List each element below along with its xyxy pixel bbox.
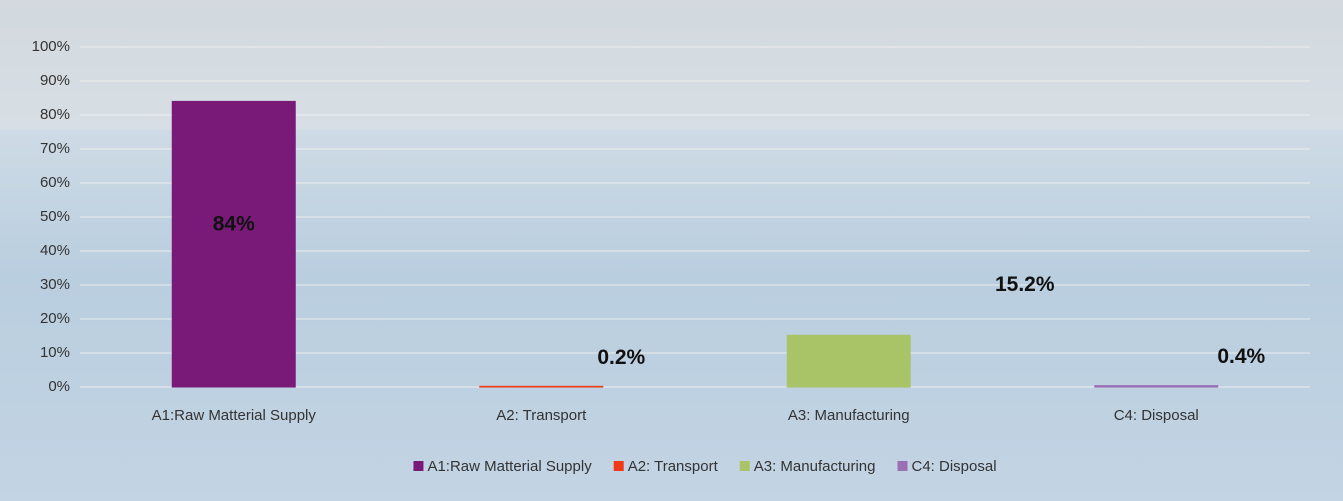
bar	[171, 100, 296, 388]
y-tick-label: 20%	[40, 310, 70, 327]
data-label: 15.2%	[995, 273, 1055, 296]
legend-label: A2: Transport	[628, 458, 719, 475]
legend-label: A1:Raw Matterial Supply	[427, 458, 592, 475]
x-tick-label: A1:Raw Matterial Supply	[152, 407, 317, 424]
bar	[1094, 385, 1219, 388]
y-tick-label: 100%	[32, 38, 70, 55]
bar	[786, 334, 911, 388]
y-tick-label: 0%	[48, 378, 70, 395]
bar	[479, 385, 604, 388]
y-tick-label: 90%	[40, 72, 70, 89]
legend-label: C4: Disposal	[912, 458, 997, 475]
x-tick-label: C4: Disposal	[1114, 407, 1199, 424]
legend-swatch	[613, 461, 624, 471]
x-tick-label: A3: Manufacturing	[788, 407, 910, 424]
legend-swatch	[413, 461, 424, 471]
y-tick-label: 40%	[40, 242, 70, 259]
y-tick-label: 30%	[40, 276, 70, 293]
y-tick-label: 50%	[40, 208, 70, 225]
data-label: 0.4%	[1217, 345, 1265, 368]
x-tick-label: A2: Transport	[496, 407, 587, 424]
y-tick-label: 70%	[40, 140, 70, 157]
data-label: 84%	[213, 213, 255, 236]
legend: A1:Raw Matterial Supply A2: Transport A3: …	[413, 458, 997, 475]
data-label: 0.2%	[597, 346, 645, 369]
y-tick-label: 60%	[40, 174, 70, 191]
legend-swatch	[897, 461, 908, 471]
legend-label: A3: Manufacturing	[754, 458, 876, 475]
y-tick-label: 10%	[40, 344, 70, 361]
y-tick-label: 80%	[40, 106, 70, 123]
legend-swatch	[739, 461, 750, 471]
